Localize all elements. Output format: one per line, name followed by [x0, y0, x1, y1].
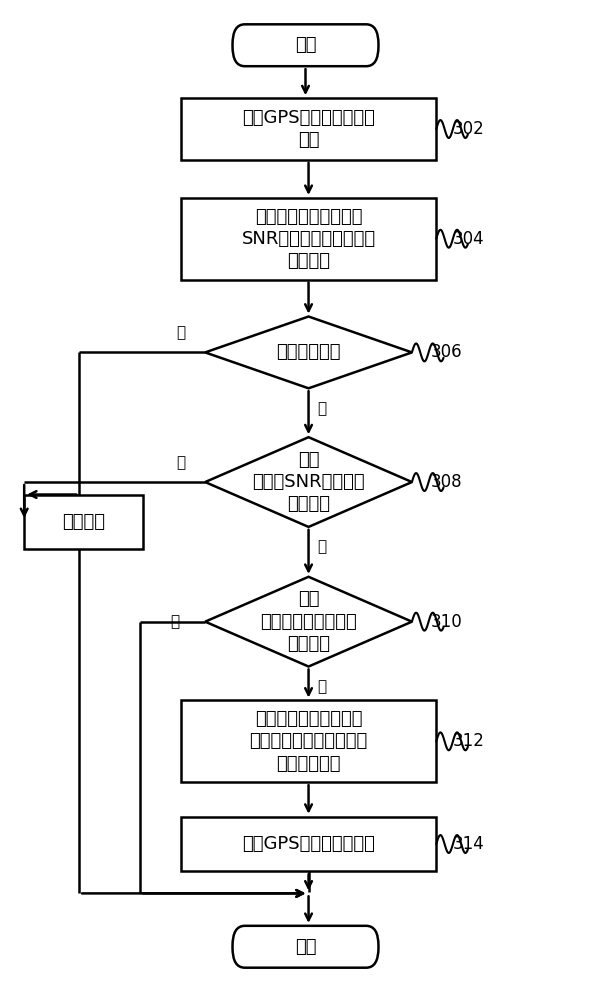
Text: 是: 是 — [318, 539, 327, 554]
Text: 308: 308 — [431, 473, 463, 491]
Text: 是: 是 — [318, 679, 327, 694]
Text: 获取GPS模块上报的定位
信息: 获取GPS模块上报的定位 信息 — [242, 109, 375, 149]
Text: 结束: 结束 — [295, 938, 316, 956]
Text: 根据记录的定位成功信
息，速度信息确定终端的
当前工作场景: 根据记录的定位成功信 息，速度信息确定终端的 当前工作场景 — [249, 710, 368, 773]
Text: 304: 304 — [453, 230, 485, 248]
Text: 312: 312 — [453, 732, 485, 750]
Bar — [181, 700, 436, 782]
Bar — [181, 198, 436, 280]
Bar — [181, 817, 436, 871]
FancyBboxPatch shape — [233, 926, 378, 968]
Text: 是否定位成功: 是否定位成功 — [276, 343, 341, 361]
Text: 正常处理: 正常处理 — [62, 513, 105, 531]
Text: 否: 否 — [176, 455, 185, 470]
Text: 306: 306 — [431, 343, 463, 361]
Text: 记录相关信息，卫星的
SNR值、定位成功与否、
终端速度: 记录相关信息，卫星的 SNR值、定位成功与否、 终端速度 — [241, 208, 376, 270]
Text: 是: 是 — [176, 325, 185, 340]
Text: 否: 否 — [318, 401, 327, 416]
Bar — [181, 98, 436, 160]
Text: 302: 302 — [453, 120, 485, 138]
Text: 所有
卫星的SNR值是否小
于设定值: 所有 卫星的SNR值是否小 于设定值 — [252, 451, 365, 513]
Bar — [24, 495, 143, 549]
Polygon shape — [205, 317, 412, 388]
Text: 开始: 开始 — [295, 36, 316, 54]
Text: 否: 否 — [170, 614, 179, 629]
FancyBboxPatch shape — [233, 24, 378, 66]
Text: 310: 310 — [431, 613, 463, 631]
Polygon shape — [205, 437, 412, 527]
Text: 调整GPS模块的工作状态: 调整GPS模块的工作状态 — [242, 835, 375, 853]
Text: 数据
有效的次数是否已达
到设定值: 数据 有效的次数是否已达 到设定值 — [260, 590, 357, 653]
Polygon shape — [205, 577, 412, 667]
Text: 314: 314 — [453, 835, 485, 853]
